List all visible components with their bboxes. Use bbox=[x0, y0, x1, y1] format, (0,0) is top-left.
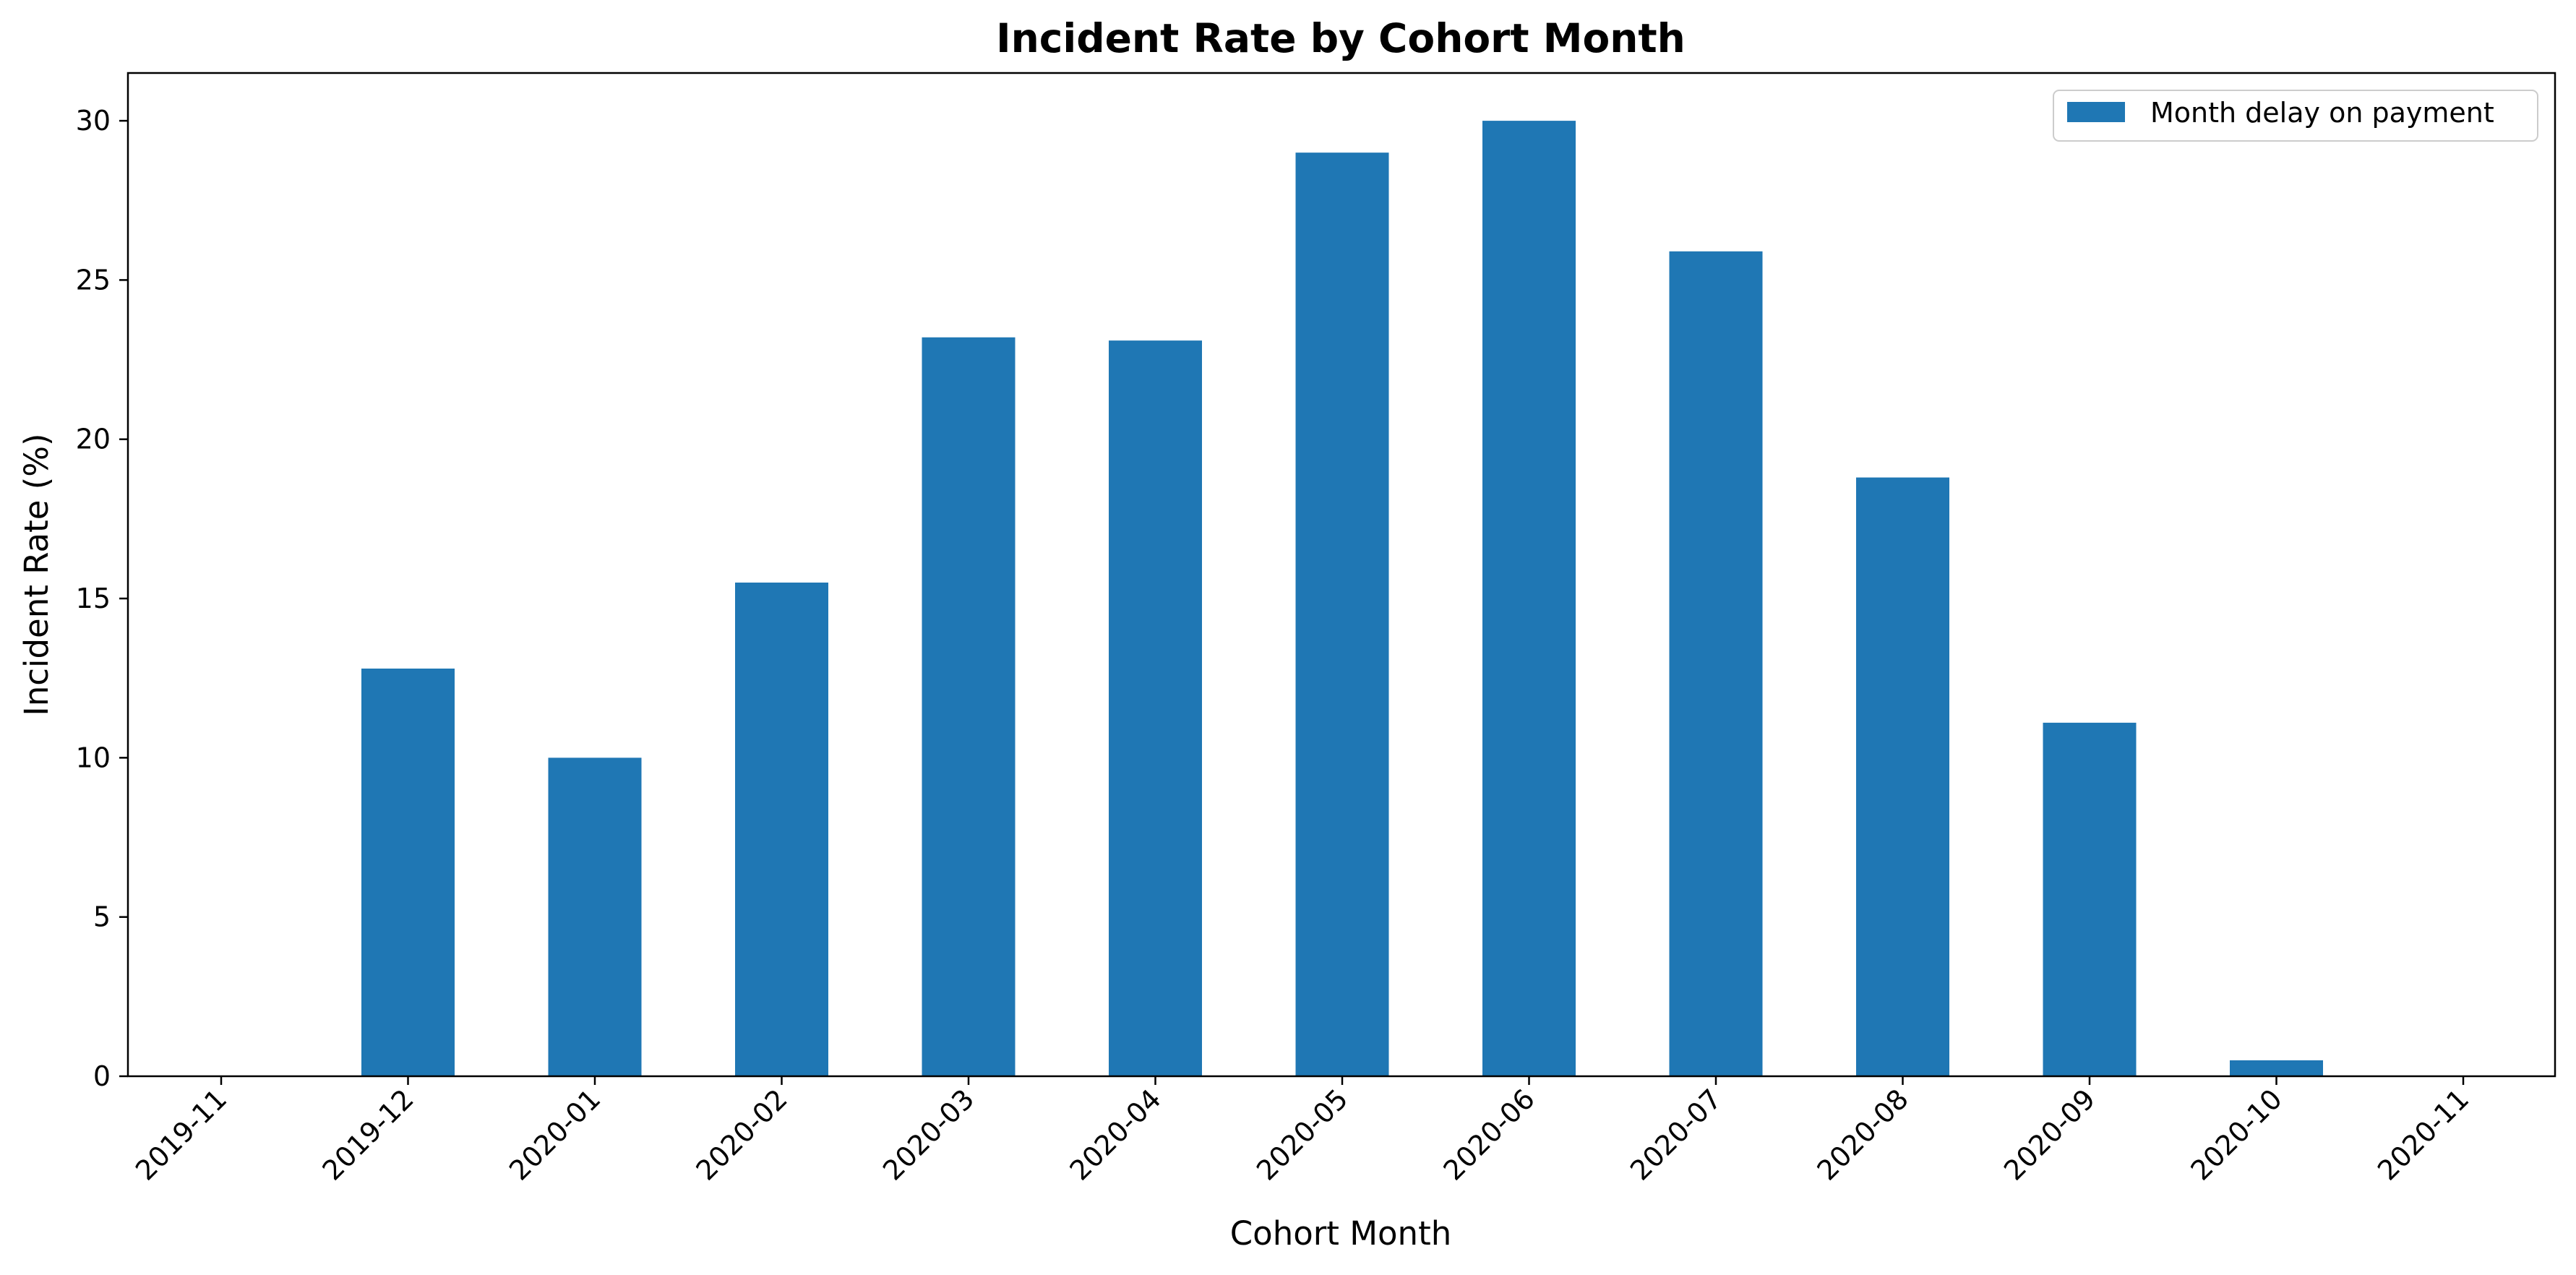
legend-entry-label: Month delay on payment bbox=[2150, 97, 2494, 129]
bar-2020-07 bbox=[1669, 251, 1763, 1076]
bar-2020-01 bbox=[548, 757, 642, 1076]
bar-2020-10 bbox=[2230, 1060, 2323, 1076]
bar-2020-03 bbox=[922, 337, 1016, 1076]
bars-layer bbox=[361, 121, 2323, 1077]
x-axis-label: Cohort Month bbox=[1230, 1214, 1452, 1253]
y-tick-label: 0 bbox=[93, 1060, 111, 1092]
y-tick-label: 20 bbox=[76, 424, 111, 455]
bar-2020-09 bbox=[2043, 722, 2137, 1076]
bar-2020-02 bbox=[735, 583, 828, 1076]
bar-2019-12 bbox=[361, 668, 455, 1076]
bar-2020-08 bbox=[1856, 477, 1949, 1076]
y-tick-label: 25 bbox=[76, 264, 111, 296]
bar-2020-06 bbox=[1482, 121, 1576, 1077]
legend-swatch bbox=[2067, 102, 2125, 122]
y-tick-label: 10 bbox=[76, 742, 111, 773]
y-tick-label: 15 bbox=[76, 583, 111, 614]
plot-frame bbox=[126, 72, 2556, 1078]
y-tick-label: 5 bbox=[93, 901, 111, 933]
legend-box bbox=[2053, 90, 2538, 142]
bar-2020-04 bbox=[1109, 340, 1202, 1077]
legend: Month delay on payment bbox=[2053, 90, 2538, 142]
y-axis-label: Incident Rate (%) bbox=[17, 433, 56, 716]
y-tick-label: 30 bbox=[76, 105, 111, 137]
chart-title: Incident Rate by Cohort Month bbox=[996, 15, 1686, 61]
bar-2020-05 bbox=[1295, 153, 1389, 1077]
y-axis-ticks: 0 5 10 15 20 25 30 bbox=[76, 105, 128, 1092]
